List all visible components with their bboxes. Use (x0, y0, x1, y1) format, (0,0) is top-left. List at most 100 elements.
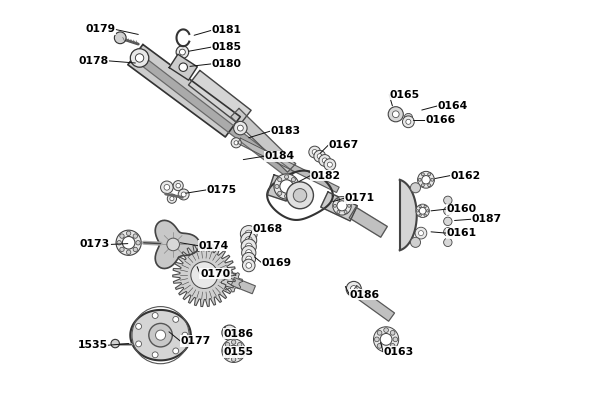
Polygon shape (188, 71, 251, 125)
Polygon shape (173, 244, 236, 307)
Circle shape (427, 210, 429, 212)
Circle shape (161, 181, 173, 194)
Circle shape (328, 162, 332, 167)
Text: 0186: 0186 (224, 329, 254, 339)
Circle shape (275, 184, 279, 189)
Circle shape (377, 344, 382, 348)
Polygon shape (321, 192, 358, 221)
Circle shape (431, 178, 434, 181)
Text: 0165: 0165 (389, 89, 419, 100)
Circle shape (226, 329, 233, 336)
Circle shape (284, 194, 289, 198)
Circle shape (136, 341, 142, 347)
Circle shape (421, 184, 424, 186)
Circle shape (418, 178, 421, 181)
Circle shape (222, 339, 245, 362)
Circle shape (319, 155, 331, 166)
Circle shape (443, 196, 452, 205)
Circle shape (287, 182, 313, 209)
Circle shape (278, 178, 282, 182)
Circle shape (111, 339, 119, 348)
Circle shape (149, 323, 172, 347)
Circle shape (127, 250, 131, 255)
Circle shape (241, 232, 257, 248)
Circle shape (245, 249, 252, 256)
Circle shape (115, 32, 126, 44)
Text: 0169: 0169 (262, 257, 292, 268)
Circle shape (246, 262, 251, 268)
Circle shape (421, 173, 424, 176)
Text: 0179: 0179 (85, 24, 115, 34)
Circle shape (241, 226, 257, 242)
Circle shape (416, 210, 419, 212)
Text: 0173: 0173 (80, 239, 110, 249)
Circle shape (392, 111, 399, 118)
Circle shape (317, 154, 322, 159)
Circle shape (344, 210, 347, 213)
Circle shape (416, 204, 430, 218)
Circle shape (242, 246, 256, 260)
Circle shape (443, 238, 452, 247)
Circle shape (350, 286, 357, 292)
Circle shape (245, 236, 253, 244)
Circle shape (422, 176, 430, 184)
Polygon shape (169, 54, 197, 80)
Text: 0182: 0182 (311, 171, 341, 181)
Circle shape (136, 241, 140, 245)
Polygon shape (130, 310, 191, 360)
Text: 0184: 0184 (265, 151, 295, 161)
Circle shape (152, 312, 158, 318)
Circle shape (334, 204, 337, 207)
Polygon shape (128, 45, 241, 137)
Circle shape (443, 228, 452, 236)
Circle shape (241, 239, 256, 254)
Text: 0183: 0183 (271, 126, 301, 136)
Circle shape (173, 181, 183, 191)
Text: 0177: 0177 (181, 336, 211, 346)
Circle shape (238, 125, 244, 131)
Circle shape (170, 197, 174, 201)
Circle shape (136, 54, 144, 62)
Circle shape (178, 189, 189, 200)
Polygon shape (231, 278, 256, 294)
Circle shape (191, 262, 218, 289)
Circle shape (403, 116, 414, 128)
Circle shape (443, 217, 452, 226)
Text: 0166: 0166 (426, 115, 456, 125)
Circle shape (274, 174, 299, 199)
Circle shape (130, 49, 149, 67)
Circle shape (233, 121, 247, 135)
Text: 0161: 0161 (446, 228, 476, 238)
Text: 0155: 0155 (224, 347, 254, 357)
Circle shape (136, 323, 142, 329)
Circle shape (120, 234, 124, 238)
Text: 0174: 0174 (199, 241, 229, 251)
Polygon shape (238, 138, 339, 192)
Text: 0180: 0180 (212, 59, 242, 69)
Circle shape (428, 184, 431, 186)
Text: 0175: 0175 (207, 185, 237, 195)
Circle shape (314, 150, 326, 162)
Circle shape (418, 171, 434, 188)
Circle shape (410, 183, 421, 193)
Circle shape (173, 316, 179, 322)
Text: 0187: 0187 (472, 214, 502, 224)
Circle shape (176, 46, 189, 58)
Circle shape (245, 243, 252, 250)
Circle shape (181, 192, 186, 197)
Circle shape (390, 344, 395, 348)
Circle shape (116, 230, 141, 255)
Text: 0181: 0181 (212, 25, 242, 35)
Circle shape (278, 191, 282, 195)
Circle shape (324, 159, 336, 171)
Circle shape (374, 337, 379, 342)
Text: 0168: 0168 (253, 224, 283, 234)
Circle shape (390, 331, 395, 335)
Text: 1535: 1535 (77, 340, 107, 350)
Circle shape (384, 346, 388, 351)
Circle shape (176, 184, 181, 188)
Circle shape (240, 349, 244, 353)
Circle shape (292, 191, 295, 195)
Circle shape (133, 234, 137, 238)
Circle shape (238, 342, 242, 347)
